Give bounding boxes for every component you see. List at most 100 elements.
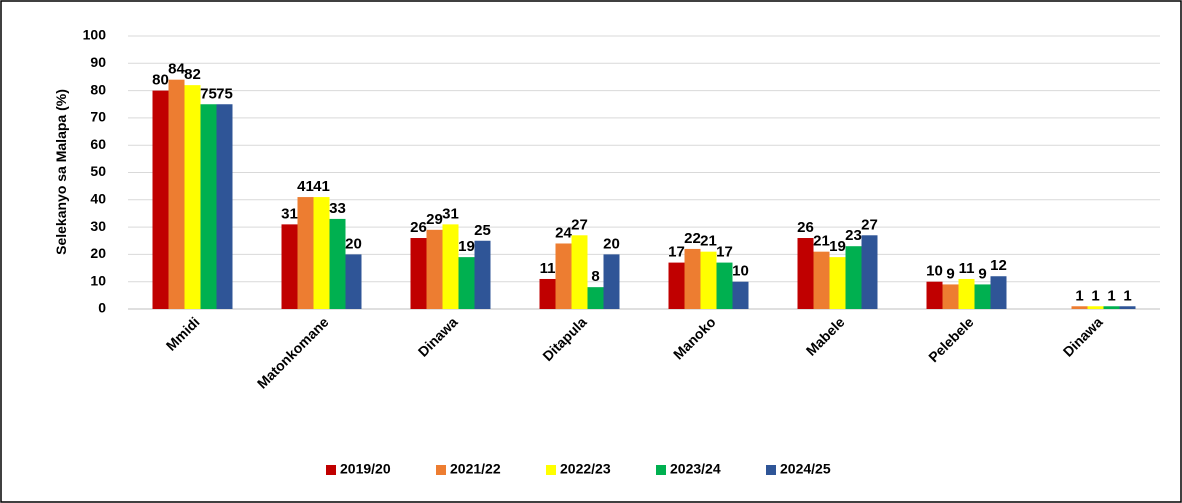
data-label: 22 <box>684 230 701 247</box>
y-tick-label: 20 <box>90 245 106 261</box>
y-tick-label: 50 <box>90 163 106 179</box>
data-label: 10 <box>926 263 943 280</box>
bar <box>539 278 556 309</box>
y-tick-label: 80 <box>90 81 106 97</box>
y-tick-label: 60 <box>90 136 106 152</box>
data-label: 41 <box>313 178 330 195</box>
bar <box>345 254 362 309</box>
data-label: 17 <box>716 244 733 261</box>
legend-label: 2022/23 <box>560 461 611 477</box>
y-tick-label: 10 <box>90 272 106 288</box>
bar <box>442 224 459 309</box>
data-label: 33 <box>329 200 346 217</box>
bar <box>329 218 346 309</box>
data-label: 75 <box>200 85 217 102</box>
data-label: 11 <box>959 260 975 277</box>
data-label: 27 <box>861 216 878 233</box>
data-label: 31 <box>442 205 459 222</box>
data-label: 20 <box>345 235 362 252</box>
bar <box>1119 306 1136 309</box>
bar <box>168 79 185 310</box>
data-label: 75 <box>216 85 233 102</box>
data-label: 19 <box>829 238 846 255</box>
data-label: 20 <box>603 235 620 252</box>
bar <box>926 281 943 309</box>
data-label: 9 <box>978 265 986 282</box>
data-label: 25 <box>474 222 491 239</box>
y-tick-label: 100 <box>83 27 107 43</box>
data-label: 24 <box>555 224 572 241</box>
bar <box>845 246 862 309</box>
bar <box>587 287 604 309</box>
bar <box>555 243 572 309</box>
y-tick-label: 90 <box>90 54 106 70</box>
y-tick-label: 0 <box>98 300 106 316</box>
bar <box>684 248 701 309</box>
bar <box>474 240 491 309</box>
legend-swatch <box>546 465 556 475</box>
bar <box>716 262 733 309</box>
data-label: 84 <box>168 61 185 78</box>
bar <box>216 104 233 309</box>
bar <box>184 85 201 309</box>
y-tick-label: 70 <box>90 109 106 125</box>
legend-swatch <box>436 465 446 475</box>
legend-label: 2021/22 <box>450 461 501 477</box>
data-label: 8 <box>591 268 599 285</box>
data-label: 9 <box>946 265 954 282</box>
bar <box>1087 306 1104 309</box>
data-label: 80 <box>152 72 169 89</box>
data-label: 21 <box>700 233 717 250</box>
data-label: 31 <box>281 205 298 222</box>
bar <box>603 254 620 309</box>
y-axis-label: Selekanyo sa Malapa (%) <box>53 89 69 255</box>
data-label: 26 <box>797 219 814 236</box>
data-label: 10 <box>732 263 749 280</box>
bar <box>829 257 846 309</box>
legend-swatch <box>656 465 666 475</box>
y-tick-label: 40 <box>90 191 106 207</box>
data-label: 41 <box>297 178 314 195</box>
bar <box>281 224 298 309</box>
data-label: 19 <box>458 238 475 255</box>
data-label: 29 <box>426 211 443 228</box>
bar <box>974 284 991 309</box>
bar <box>797 238 814 309</box>
legend-swatch <box>326 465 336 475</box>
bar <box>313 197 330 309</box>
legend-label: 2019/20 <box>340 461 391 477</box>
data-label: 1 <box>1091 287 1099 304</box>
bar <box>200 104 217 309</box>
bar <box>958 278 975 309</box>
bar <box>861 235 878 309</box>
legend-label: 2023/24 <box>670 461 721 477</box>
bar <box>668 262 685 309</box>
bar <box>152 90 169 309</box>
bar <box>458 257 475 309</box>
data-label: 21 <box>813 233 830 250</box>
data-label: 23 <box>845 227 862 244</box>
bar <box>410 238 427 309</box>
data-label: 11 <box>540 260 556 277</box>
bar <box>813 251 830 309</box>
bar <box>1071 306 1088 309</box>
bar <box>942 284 959 309</box>
data-label: 1 <box>1107 287 1115 304</box>
data-label: 17 <box>668 244 685 261</box>
legend-swatch <box>766 465 776 475</box>
data-label: 1 <box>1123 287 1131 304</box>
data-label: 27 <box>571 216 588 233</box>
bar <box>700 251 717 309</box>
bar <box>426 229 443 309</box>
legend-label: 2024/25 <box>780 461 831 477</box>
data-label: 26 <box>410 219 427 236</box>
data-label: 82 <box>184 66 201 83</box>
data-label: 1 <box>1075 287 1083 304</box>
bar <box>990 276 1007 309</box>
data-label: 12 <box>990 257 1007 274</box>
bar <box>571 235 588 309</box>
bar <box>1103 306 1120 309</box>
bar <box>732 281 749 309</box>
y-tick-label: 30 <box>90 218 106 234</box>
